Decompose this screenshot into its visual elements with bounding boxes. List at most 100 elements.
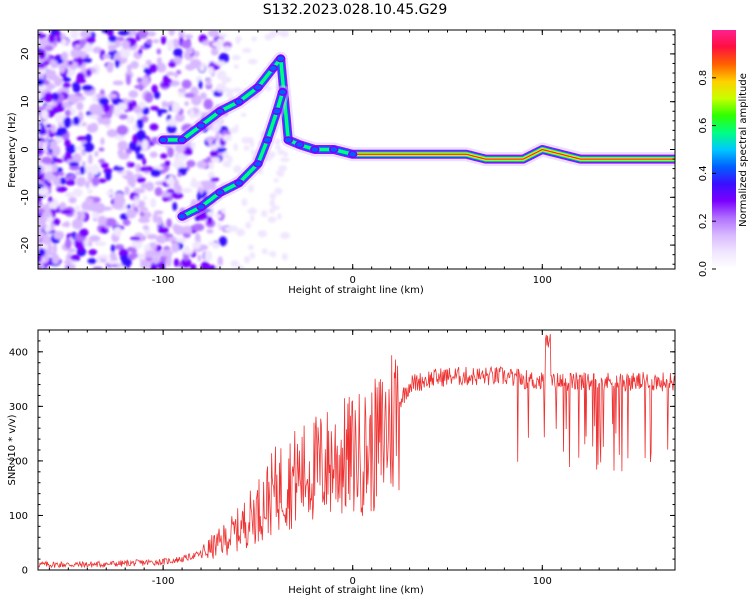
heatmap-cell — [226, 88, 234, 94]
heatmap-cell — [248, 207, 257, 215]
heatmap-cell — [155, 234, 167, 244]
heatmap-cell — [281, 253, 288, 261]
heatmap-cell — [250, 149, 255, 155]
heatmap-cell — [82, 142, 95, 153]
spectrogram-xtick-label: 100 — [533, 275, 552, 286]
heatmap-cell — [182, 225, 193, 234]
heatmap-cell — [38, 140, 44, 149]
snr-ytick-label: 100 — [9, 511, 28, 522]
heatmap-cell — [52, 219, 61, 225]
heatmap-cell — [38, 225, 44, 231]
heatmap-blob — [268, 64, 278, 72]
heatmap-cell — [166, 177, 175, 186]
heatmap-cell — [85, 133, 92, 143]
heatmap-cell — [222, 46, 231, 52]
heatmap-cell — [207, 162, 214, 167]
heatmap-cell — [258, 169, 263, 175]
heatmap-cell — [64, 238, 72, 249]
heatmap-cell — [279, 157, 290, 162]
heatmap-cell — [136, 177, 146, 183]
heatmap-cell — [277, 149, 285, 156]
heatmap-cell — [72, 187, 83, 197]
heatmap-cell — [175, 237, 187, 243]
heatmap-cell — [249, 252, 256, 259]
heatmap-cell — [196, 160, 208, 169]
heatmap-cell — [43, 92, 54, 103]
heatmap-blob — [177, 212, 187, 221]
heatmap-cell — [273, 178, 279, 183]
heatmap-cell — [168, 61, 177, 68]
heatmap-cell — [133, 173, 143, 178]
heatmap-cell — [141, 207, 149, 212]
heatmap-cell — [196, 211, 208, 221]
heatmap-cell — [207, 211, 215, 216]
heatmap-cell — [167, 78, 173, 84]
heatmap-cell — [133, 106, 142, 114]
heatmap-cell — [241, 136, 251, 144]
heatmap-cell — [70, 48, 81, 59]
heatmap-blob — [196, 121, 206, 130]
heatmap-cell — [149, 151, 158, 158]
heatmap-cell — [274, 138, 281, 145]
heatmap-cell — [106, 189, 113, 197]
heatmap-cell — [270, 251, 277, 258]
heatmap-cell — [117, 30, 130, 36]
heatmap-cell — [94, 150, 99, 157]
heatmap-cell — [49, 140, 58, 147]
snr-xlabel: Height of straight line (km) — [288, 585, 424, 596]
heatmap-cell — [38, 123, 42, 131]
heatmap-cell — [62, 82, 71, 89]
heatmap-cell — [158, 261, 166, 269]
heatmap-cell — [194, 233, 201, 243]
heatmap-cell — [141, 106, 150, 115]
spectrogram-xlabel: Height of straight line (km) — [288, 285, 424, 296]
heatmap-cell — [88, 153, 93, 165]
heatmap-cell — [198, 80, 203, 90]
snr-xtick-label: 0 — [350, 576, 356, 587]
heatmap-cell — [113, 226, 123, 237]
heatmap-cell — [72, 83, 81, 93]
heatmap-cell — [147, 31, 156, 37]
heatmap-cell — [107, 93, 118, 99]
heatmap-cell — [138, 48, 143, 55]
heatmap-cell — [125, 74, 131, 86]
heatmap-cell — [217, 37, 225, 46]
heatmap-cell — [160, 153, 168, 159]
heatmap-cell — [215, 214, 222, 219]
heatmap-cell — [222, 151, 229, 160]
heatmap-cell — [166, 71, 175, 76]
heatmap-cell — [130, 60, 139, 69]
heatmap-cell — [173, 258, 180, 267]
heatmap-blob — [196, 203, 206, 211]
heatmap-cell — [197, 254, 202, 262]
heatmap-cell — [64, 139, 71, 147]
heatmap-cell — [91, 176, 100, 187]
heatmap-cell — [172, 201, 178, 211]
heatmap-cell — [127, 101, 134, 112]
heatmap-cell — [177, 172, 182, 177]
heatmap-cell — [149, 123, 159, 131]
heatmap-cell — [85, 197, 94, 203]
heatmap-cell — [76, 101, 84, 111]
heatmap-cell — [65, 179, 76, 186]
heatmap-cell — [38, 147, 44, 155]
heatmap-cell — [83, 43, 93, 54]
heatmap-cell — [119, 248, 126, 254]
heatmap-cell — [200, 92, 207, 100]
snr-ticks: -100 0 100 0 100 200 300 400 — [9, 329, 676, 587]
heatmap-cell — [47, 243, 53, 254]
heatmap-cell — [38, 78, 45, 86]
heatmap-cell — [38, 34, 45, 39]
heatmap-cell — [207, 264, 217, 269]
heatmap-cell — [110, 244, 116, 253]
heatmap-cell — [48, 33, 56, 44]
heatmap-cell — [74, 146, 85, 151]
heatmap-cell — [243, 145, 250, 151]
heatmap-blob — [347, 150, 358, 159]
heatmap-cell — [167, 236, 178, 242]
heatmap-cell — [150, 242, 157, 251]
heatmap-cell — [167, 146, 174, 158]
heatmap-cell — [221, 86, 229, 93]
spectrogram-ytick-label: 10 — [20, 95, 31, 108]
heatmap-cell — [185, 47, 194, 55]
